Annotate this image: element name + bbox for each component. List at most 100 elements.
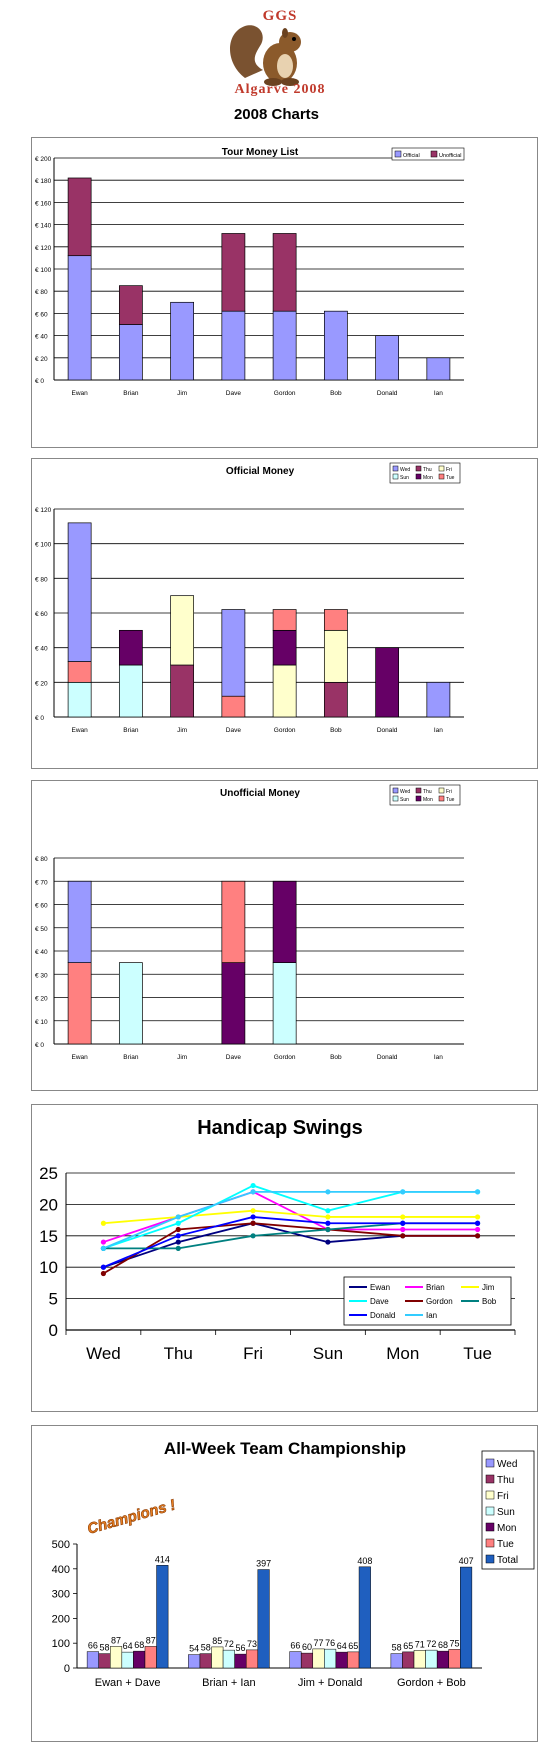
bar-brian-mon [118, 629, 143, 666]
legend-swatch-wed [392, 465, 399, 472]
chart-title: Unofficial Money [220, 788, 300, 799]
y-tick-label: € 10 [35, 1019, 48, 1026]
bar-dave-other [221, 609, 246, 697]
data-label-ewan-dave-wed: 66 [88, 1641, 98, 1651]
bar-ewan-tue [67, 962, 92, 1045]
data-label-jim-donald-sun: 76 [325, 1638, 335, 1648]
data-label-jim-donald-tue: 65 [348, 1641, 358, 1651]
data-label-jim-donald-mon: 64 [337, 1641, 347, 1651]
bar-gordon-bob-thu [402, 1651, 415, 1669]
data-label-ewan-dave-mon: 68 [134, 1640, 144, 1650]
legend-label-ian: Ian [426, 1311, 437, 1320]
legend-swatch-thu [415, 787, 422, 794]
bar-brian-sun [118, 664, 143, 718]
series-line-jim [103, 1209, 478, 1225]
point-brian-wed [100, 1239, 107, 1245]
data-label-jim-donald-total: 408 [357, 1556, 372, 1566]
y-tick-label: 300 [52, 1589, 70, 1601]
chart-title: Official Money [226, 466, 295, 477]
y-tick-label: 200 [52, 1613, 70, 1625]
data-label-ewan-dave-sun: 64 [123, 1641, 133, 1651]
legend-label-bob: Bob [482, 1297, 497, 1306]
unofficial-money-chart-panel: Unofficial Money € 0 € 10 € 20 € 30 € 40 € 50 €… [31, 780, 538, 1091]
y-tick-label: € 30 [35, 972, 48, 979]
bar-ian-official [426, 357, 451, 381]
bar-gordon-unofficial [272, 233, 297, 312]
bar-bob-official [323, 310, 348, 381]
legend-label-wed: Wed [497, 1459, 517, 1470]
legend-label-unofficial: Unofficial [439, 153, 462, 159]
data-label-brian-ian-fri: 85 [212, 1636, 222, 1646]
legend-label-thu: Thu [497, 1475, 514, 1486]
legend-label-gordon: Gordon [426, 1297, 453, 1306]
bar-jim-fri [170, 595, 195, 666]
legend-label-wed: Wed [400, 789, 410, 795]
bar-brian-ian-mon [234, 1653, 247, 1669]
bar-bob-tue [323, 609, 348, 631]
data-label-jim-donald-wed: 66 [290, 1641, 300, 1651]
y-tick-label: € 20 [35, 356, 48, 363]
legend-label-tue: Tue [446, 475, 455, 481]
data-label-brian-ian-tue: 73 [247, 1639, 257, 1649]
chart-title: All-Week Team Championship [164, 1439, 406, 1458]
unofficial-money-chart: Unofficial Money € 0 € 10 € 20 € 30 € 40 € 50 €… [35, 784, 464, 1061]
y-tick-label: 5 [49, 1290, 58, 1309]
point-gordon-fri [250, 1220, 256, 1226]
bar-brian-official [118, 324, 143, 381]
y-tick-label: € 80 [35, 856, 48, 863]
x-tick-label-bob: Bob [330, 390, 342, 397]
x-tick-label-ian: Ian [434, 1054, 443, 1061]
bar-bob-thu [323, 681, 348, 718]
point-jim-tue [474, 1214, 481, 1220]
x-tick-label-mon: Mon [386, 1344, 419, 1363]
point-gordon-wed [100, 1270, 107, 1277]
y-tick-label: 400 [52, 1564, 70, 1576]
y-tick-label: 20 [39, 1195, 58, 1214]
data-label-jim-donald-thu: 60 [302, 1642, 312, 1652]
y-tick-label: € 80 [35, 289, 48, 296]
bar-ewan-dave-mon [133, 1650, 146, 1669]
y-tick-label: € 70 [35, 879, 48, 886]
bar-gordon-mon [272, 629, 297, 666]
y-tick-label: € 100 [35, 542, 52, 549]
x-tick-label-bob: Bob [330, 727, 342, 734]
point-jim-sun [325, 1214, 331, 1220]
point-dave-fri [250, 1182, 256, 1189]
series-line-brian [103, 1190, 478, 1243]
data-label-ewan-dave-thu: 58 [99, 1643, 109, 1653]
x-tick-label-dave: Dave [226, 1054, 242, 1061]
legend-label-mon: Mon [423, 797, 433, 803]
team-championship-chart: All-Week Team Championship Champions ! 0 10… [52, 1439, 535, 1689]
squirrel-icon [230, 25, 301, 86]
data-label-gordon-bob-sun: 72 [426, 1639, 436, 1649]
y-tick-label: 100 [52, 1638, 70, 1650]
y-tick-label: € 80 [35, 576, 48, 583]
x-tick-label-gordon-bob: Gordon + Bob [397, 1677, 466, 1689]
x-tick-label-gordon: Gordon [274, 390, 296, 397]
champions-annotation: Champions ! [85, 1496, 177, 1537]
legend-label-official: Official [403, 153, 420, 159]
bar-brian-sun [118, 962, 143, 1045]
point-brian-tue [474, 1226, 481, 1233]
x-tick-label-tue: Tue [463, 1344, 492, 1363]
data-label-brian-ian-thu: 58 [201, 1643, 211, 1653]
legend-label-sun: Sun [497, 1507, 515, 1518]
point-donald-mon [400, 1220, 406, 1226]
point-dave-sun [325, 1208, 331, 1214]
data-label-gordon-bob-thu: 65 [403, 1641, 413, 1651]
chart-title: Handicap Swings [197, 1117, 363, 1139]
x-tick-label-donald: Donald [377, 727, 398, 734]
bar-ewan-dave-wed [86, 1651, 99, 1669]
legend-swatch-sun [392, 795, 399, 802]
legend-swatch-tue [438, 795, 445, 802]
bar-gordon-fri [272, 664, 297, 718]
legend-label-mon: Mon [423, 475, 433, 481]
logo-bottom-text: Algarve 2008 [234, 82, 326, 97]
x-tick-label-ian: Ian [434, 390, 443, 397]
legend-label-tue: Tue [446, 797, 455, 803]
x-tick-label-ewan: Ewan [71, 727, 88, 734]
legend-swatch-total [485, 1554, 495, 1564]
data-label-brian-ian-total: 397 [256, 1559, 271, 1569]
y-tick-label: € 60 [35, 903, 48, 910]
logo-top-text: GGS [262, 8, 298, 24]
